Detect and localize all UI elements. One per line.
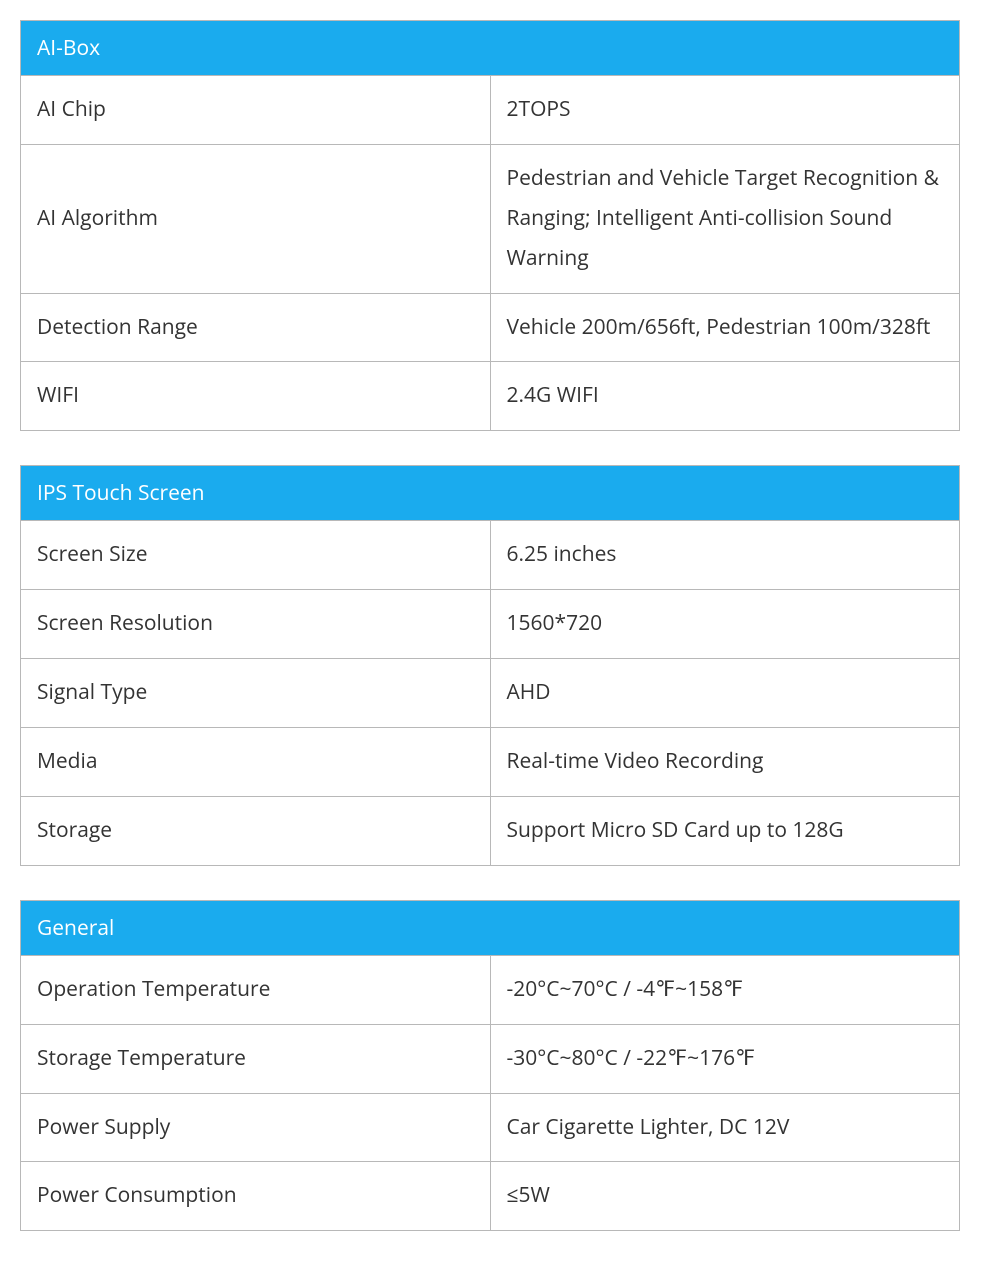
table-row: Storage Support Micro SD Card up to 128G <box>21 796 960 865</box>
spec-value: Support Micro SD Card up to 128G <box>490 796 960 865</box>
spec-value: Real-time Video Recording <box>490 728 960 797</box>
spec-label: Storage Temperature <box>21 1024 491 1093</box>
spec-value: 6.25 inches <box>490 521 960 590</box>
spec-value: Vehicle 200m/656ft, Pedestrian 100m/328f… <box>490 293 960 362</box>
spec-value: Pedestrian and Vehicle Target Recognitio… <box>490 144 960 293</box>
spec-label: Power Supply <box>21 1093 491 1162</box>
table-row: Power Supply Car Cigarette Lighter, DC 1… <box>21 1093 960 1162</box>
spec-label: Detection Range <box>21 293 491 362</box>
table-row: Operation Temperature -20°C~70°C / -4℉~1… <box>21 955 960 1024</box>
table-header: AI-Box <box>21 21 960 76</box>
table-row: Screen Size 6.25 inches <box>21 521 960 590</box>
table-header: General <box>21 900 960 955</box>
table-row: Screen Resolution 1560*720 <box>21 590 960 659</box>
spec-label: AI Algorithm <box>21 144 491 293</box>
spec-value: 2.4G WIFI <box>490 362 960 431</box>
table-row: AI Chip 2TOPS <box>21 76 960 145</box>
spec-value: 2TOPS <box>490 76 960 145</box>
table-row: Detection Range Vehicle 200m/656ft, Pede… <box>21 293 960 362</box>
table-row: Power Consumption ≤5W <box>21 1162 960 1231</box>
spec-label: Screen Size <box>21 521 491 590</box>
spec-value: -30°C~80°C / -22℉~176℉ <box>490 1024 960 1093</box>
spec-label: WIFI <box>21 362 491 431</box>
spec-label: AI Chip <box>21 76 491 145</box>
table-row: Signal Type AHD <box>21 659 960 728</box>
spec-label: Screen Resolution <box>21 590 491 659</box>
spec-value: AHD <box>490 659 960 728</box>
spec-label: Media <box>21 728 491 797</box>
table-row: Media Real-time Video Recording <box>21 728 960 797</box>
spec-value: ≤5W <box>490 1162 960 1231</box>
spec-table-ai-box: AI-Box AI Chip 2TOPS AI Algorithm Pedest… <box>20 20 960 431</box>
spec-table-general: General Operation Temperature -20°C~70°C… <box>20 900 960 1232</box>
table-row: WIFI 2.4G WIFI <box>21 362 960 431</box>
spec-label: Operation Temperature <box>21 955 491 1024</box>
spec-value: Car Cigarette Lighter, DC 12V <box>490 1093 960 1162</box>
table-row: AI Algorithm Pedestrian and Vehicle Targ… <box>21 144 960 293</box>
table-header: IPS Touch Screen <box>21 466 960 521</box>
spec-table-ips-touch-screen: IPS Touch Screen Screen Size 6.25 inches… <box>20 465 960 865</box>
spec-label: Power Consumption <box>21 1162 491 1231</box>
table-row: Storage Temperature -30°C~80°C / -22℉~17… <box>21 1024 960 1093</box>
spec-value: -20°C~70°C / -4℉~158℉ <box>490 955 960 1024</box>
spec-label: Storage <box>21 796 491 865</box>
spec-value: 1560*720 <box>490 590 960 659</box>
spec-label: Signal Type <box>21 659 491 728</box>
